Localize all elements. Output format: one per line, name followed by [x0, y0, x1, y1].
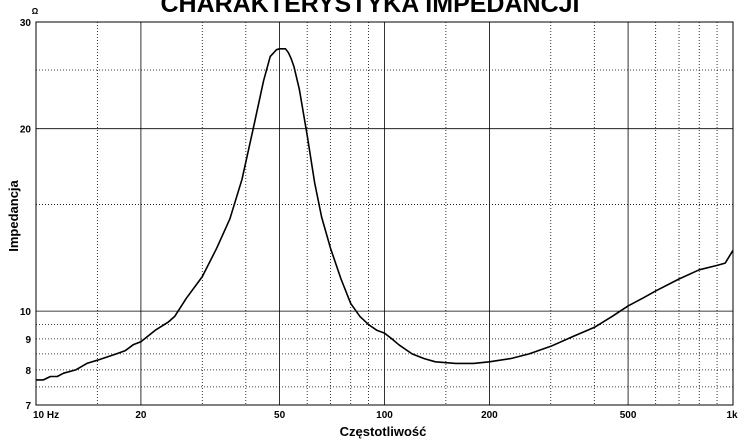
x-tick-label: 100: [376, 410, 393, 421]
impedance-curve-group: [36, 47, 734, 381]
y-axis-unit: Ω: [32, 7, 39, 16]
x-tick-label: 20: [135, 410, 147, 421]
y-tick-label: 8: [25, 366, 31, 377]
y-tick-label: 10: [20, 307, 32, 318]
x-tick-label: 500: [620, 410, 637, 421]
tick-labels: 10 Hz 20 50 100 200 500 1k 7 8 9 10 20 30: [20, 18, 738, 421]
y-tick-label: 7: [25, 401, 31, 412]
x-tick-label: 1k: [726, 410, 738, 421]
y-tick-label: 9: [25, 335, 31, 346]
plot-frame: [35, 21, 734, 406]
x-tick-label: 50: [274, 410, 286, 421]
impedance-curve: [36, 47, 734, 381]
x-tick-label: 200: [481, 410, 498, 421]
y-tick-label: 20: [20, 125, 32, 136]
chart-grid: [35, 21, 734, 405]
chart-title: CHARAKTERYSTYKA IMPEDANCJI: [160, 0, 579, 18]
y-tick-label: 30: [20, 18, 32, 29]
y-axis-label: Impedancja: [6, 179, 21, 251]
x-axis-label: Częstotliwość: [340, 424, 427, 439]
x-tick-label: 10 Hz: [33, 410, 59, 421]
